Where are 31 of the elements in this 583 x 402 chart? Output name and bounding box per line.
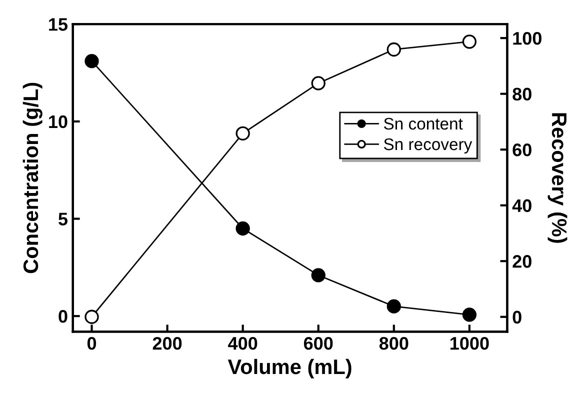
y-tick-label: 0 [58, 310, 68, 323]
legend-label: Sn content [384, 118, 463, 130]
point [386, 42, 401, 57]
point [311, 268, 326, 282]
point [84, 54, 99, 68]
point [311, 76, 326, 90]
x-tick-label: 1000 [450, 336, 489, 350]
point [236, 126, 250, 140]
y2-tick-label: 80 [512, 88, 532, 101]
x-tick-label: 400 [228, 336, 258, 350]
legend-label: Sn recovery [384, 138, 472, 154]
point [462, 308, 477, 322]
y2-tick-label: 40 [512, 199, 532, 212]
point [84, 310, 99, 324]
x-tick-label: 600 [304, 336, 333, 350]
y-tick-label: 10 [49, 115, 68, 128]
y2-tick-label: 20 [512, 255, 532, 268]
y-axis-title: Concentration (g/L) [22, 82, 42, 274]
point [386, 299, 401, 314]
y2-tick-label: 0 [512, 310, 522, 324]
y2-tick-label: 100 [513, 32, 542, 45]
x-tick-label: 800 [379, 336, 408, 350]
point [462, 34, 477, 49]
x-tick-label: 0 [87, 336, 96, 350]
x-axis-title: Volume (mL) [228, 358, 352, 378]
point [236, 221, 250, 236]
y-tick-label: 15 [49, 18, 68, 31]
x-tick-label: 200 [152, 336, 182, 350]
y2-tick-label: 60 [512, 144, 532, 156]
y2-axis-title: Recovery (%) [548, 113, 568, 243]
y-tick-label: 5 [58, 212, 68, 226]
